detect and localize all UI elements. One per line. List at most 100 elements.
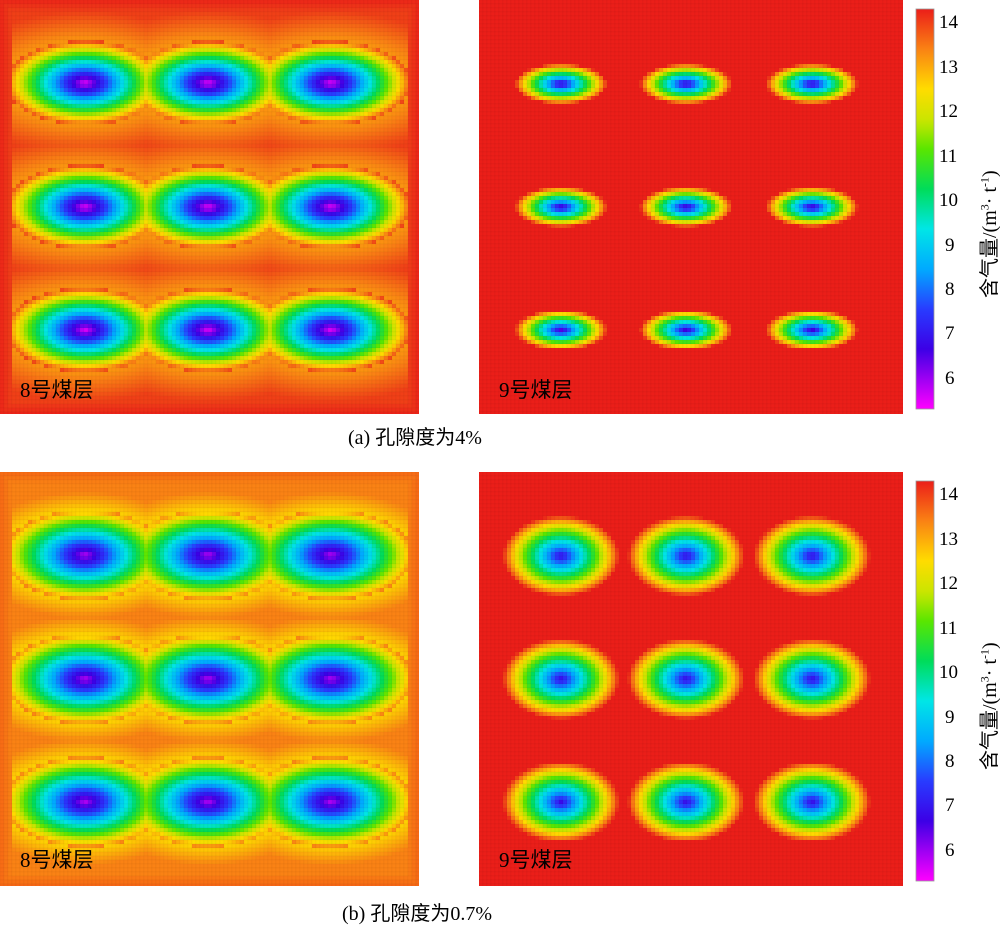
heatmap-cell <box>147 59 153 65</box>
heatmap-cell <box>295 135 301 141</box>
heatmap-cell <box>71 51 77 57</box>
heatmap-cell <box>135 75 141 81</box>
heatmap-cell <box>203 43 209 49</box>
heatmap-cell <box>167 15 173 21</box>
heatmap-cell <box>171 123 177 129</box>
heatmap-cell <box>163 71 169 77</box>
heatmap-cell <box>359 111 365 117</box>
heatmap-cell <box>307 19 313 25</box>
heatmap-cell <box>167 119 173 125</box>
heatmap-cell <box>339 51 345 57</box>
heatmap-cell <box>315 131 321 137</box>
heatmap-cell <box>175 0 181 5</box>
heatmap-cell <box>179 47 185 53</box>
heatmap-cell <box>323 111 329 117</box>
heatmap-cell <box>351 127 357 133</box>
heatmap-cell <box>59 139 65 145</box>
heatmap-cell <box>271 139 277 145</box>
heatmap-cell <box>95 75 101 81</box>
heatmap-cell <box>59 143 65 149</box>
heatmap-cell <box>31 127 37 133</box>
heatmap-cell <box>23 11 29 17</box>
heatmap-cell <box>163 79 169 85</box>
heatmap-cell <box>91 179 97 185</box>
heatmap-cell <box>351 7 357 13</box>
heatmap-cell <box>351 67 357 73</box>
heatmap-cell <box>7 55 13 61</box>
heatmap-cell <box>55 123 61 129</box>
heatmap-cell <box>339 27 345 33</box>
heatmap-cell <box>347 55 353 61</box>
heatmap-cell <box>87 115 93 121</box>
heatmap-cell <box>267 143 273 149</box>
heatmap-cell <box>343 107 349 113</box>
heatmap-cell <box>363 131 369 137</box>
heatmap-cell <box>383 91 389 97</box>
heatmap-cell <box>327 0 333 5</box>
heatmap-cell <box>311 51 317 57</box>
heatmap-cell <box>243 63 249 69</box>
heatmap-cell <box>347 43 353 49</box>
heatmap-cell <box>403 99 409 105</box>
heatmap-cell <box>307 91 313 97</box>
heatmap-cell <box>295 15 301 21</box>
heatmap-cell <box>159 55 165 61</box>
heatmap-cell <box>275 143 281 149</box>
heatmap-cell <box>411 43 417 49</box>
heatmap-cell <box>379 115 385 121</box>
heatmap-cell <box>107 75 113 81</box>
heatmap-cell <box>75 143 81 149</box>
heatmap-cell <box>319 179 325 185</box>
heatmap-cell <box>7 87 13 93</box>
heatmap-cell <box>183 75 189 81</box>
heatmap-cell <box>367 0 373 5</box>
heatmap-cell <box>275 19 281 25</box>
heatmap-cell <box>275 7 281 13</box>
heatmap-cell <box>3 95 9 101</box>
heatmap-cell <box>323 183 329 189</box>
heatmap-cell <box>215 131 221 137</box>
heatmap-cell <box>207 131 213 137</box>
heatmap-cell <box>83 71 89 77</box>
heatmap-cell <box>343 99 349 105</box>
heatmap-cell <box>23 31 29 37</box>
heatmap-cell <box>303 39 309 45</box>
heatmap-cell <box>247 3 253 9</box>
heatmap-cell <box>375 79 381 85</box>
heatmap-cell <box>187 143 193 149</box>
heatmap-cell <box>275 63 281 69</box>
heatmap-cell <box>307 143 313 149</box>
heatmap-cell <box>103 115 109 121</box>
heatmap-cell <box>27 151 33 157</box>
heatmap-cell <box>411 55 417 61</box>
heatmap-cell <box>139 103 145 109</box>
heatmap-cell <box>35 95 41 101</box>
heatmap-cell <box>391 135 397 141</box>
heatmap-cell <box>279 183 285 189</box>
heatmap-cell <box>371 151 377 157</box>
heatmap-cell <box>155 183 161 189</box>
heatmap-cell <box>343 119 349 125</box>
heatmap-cell <box>299 155 305 161</box>
heatmap-cell <box>103 23 109 29</box>
heatmap-cell <box>383 27 389 33</box>
heatmap-cell <box>95 51 101 57</box>
heatmap-cell <box>411 87 417 93</box>
heatmap-cell <box>79 27 85 33</box>
heatmap-cell <box>175 179 181 185</box>
heatmap-cell <box>11 167 17 173</box>
heatmap-cell <box>3 175 9 181</box>
heatmap-cell <box>271 163 277 169</box>
heatmap-cell <box>299 67 305 73</box>
heatmap-cell <box>411 39 417 45</box>
heatmap-cell <box>179 19 185 25</box>
heatmap-cell <box>379 127 385 133</box>
heatmap-cell <box>199 131 205 137</box>
heatmap-cell <box>347 147 353 153</box>
heatmap-cell <box>107 179 113 185</box>
heatmap-cell <box>303 75 309 81</box>
heatmap-cell <box>7 75 13 81</box>
heatmap-cell <box>283 83 289 89</box>
heatmap-cell <box>131 175 137 181</box>
heatmap-cell <box>247 139 253 145</box>
